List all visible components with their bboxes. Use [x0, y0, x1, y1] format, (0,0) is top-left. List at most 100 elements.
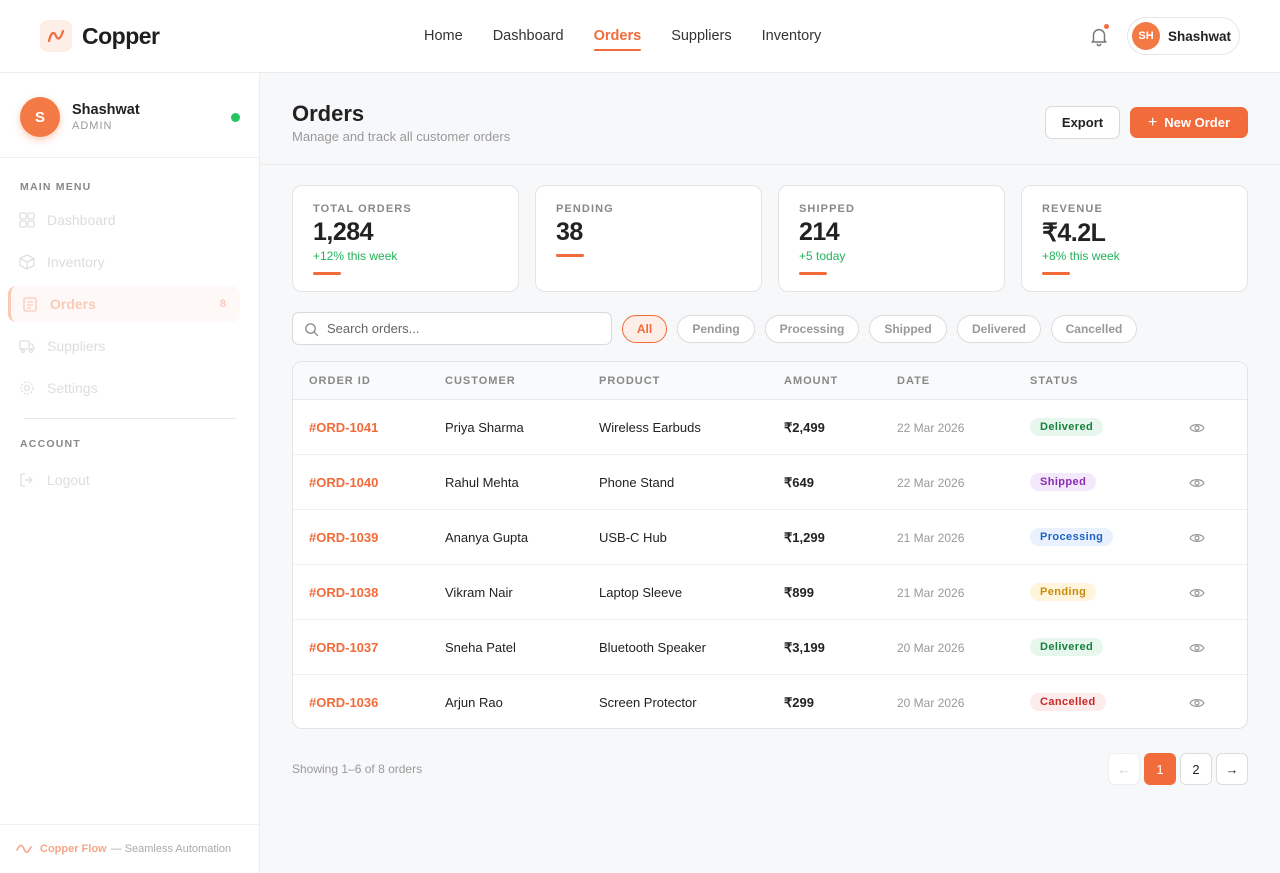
stat-total-orders: TOTAL ORDERS 1,284 +12% this week — [292, 185, 519, 292]
clipboard-icon — [23, 297, 37, 312]
sidebar: S Shashwat ADMIN MAIN MENU Dashboard Inv… — [0, 73, 260, 873]
customer-name: Rahul Mehta — [445, 475, 519, 490]
sidebar-item-inventory[interactable]: Inventory — [8, 244, 240, 280]
view-order-eye-icon[interactable] — [1189, 475, 1205, 491]
stat-value: 38 — [556, 218, 583, 246]
new-order-button[interactable]: + New Order — [1130, 107, 1248, 138]
table-row[interactable]: #ORD-1040 Rahul Mehta Phone Stand ₹649 22 Ma… — [293, 455, 1247, 510]
view-order-eye-icon[interactable] — [1189, 695, 1205, 711]
table-row[interactable]: #ORD-1038 Vikram Nair Laptop Sleeve ₹899 21 … — [293, 565, 1247, 620]
order-id[interactable]: #ORD-1041 — [309, 420, 379, 435]
stat-change: +12% this week — [313, 249, 398, 263]
filter-all[interactable]: All — [622, 315, 667, 343]
product-name: Screen Protector — [599, 695, 697, 710]
page-2-button[interactable]: 2 — [1180, 753, 1212, 785]
profile-role: ADMIN — [72, 120, 113, 132]
top-bar: Copper Home Dashboard Orders Suppliers I… — [0, 0, 1280, 73]
order-amount: ₹2,499 — [784, 420, 825, 435]
col-amount: AMOUNT — [784, 375, 839, 387]
copper-logo-icon — [40, 20, 72, 52]
orders-count-badge: 8 — [219, 298, 226, 310]
filter-processing[interactable]: Processing — [765, 315, 859, 343]
sidebar-item-orders[interactable]: Orders 8 — [8, 286, 240, 322]
order-id[interactable]: #ORD-1038 — [309, 585, 379, 600]
status-badge: Delivered — [1030, 638, 1104, 656]
status-badge: Shipped — [1030, 473, 1097, 491]
profile-avatar: S — [20, 97, 60, 137]
view-order-eye-icon[interactable] — [1189, 585, 1205, 601]
table-row[interactable]: #ORD-1039 Ananya Gupta USB-C Hub ₹1,299 21 M… — [293, 510, 1247, 565]
sidebar-item-logout[interactable]: Logout — [8, 462, 240, 498]
stat-label: REVENUE — [1042, 203, 1103, 215]
grid-icon — [19, 212, 35, 228]
product-name: USB-C Hub — [599, 530, 667, 545]
page-header: Orders Manage and track all customer ord… — [260, 73, 1280, 165]
sidebar-item-dashboard[interactable]: Dashboard — [8, 202, 240, 238]
main-nav: Home Dashboard Orders Suppliers Inventor… — [409, 0, 836, 73]
status-badge: Pending — [1030, 583, 1097, 601]
logout-icon — [20, 473, 33, 487]
order-id[interactable]: #ORD-1039 — [309, 530, 379, 545]
sidebar-profile: S Shashwat ADMIN — [0, 73, 259, 158]
order-amount: ₹3,199 — [784, 640, 825, 655]
order-date: 21 Mar 2026 — [897, 586, 965, 600]
status-badge: Processing — [1030, 528, 1114, 546]
search-input[interactable] — [327, 313, 607, 344]
view-order-eye-icon[interactable] — [1189, 530, 1205, 546]
nav-suppliers[interactable]: Suppliers — [671, 28, 732, 44]
gear-icon — [20, 381, 34, 395]
nav-orders[interactable]: Orders — [593, 0, 641, 73]
online-status-dot — [231, 113, 240, 122]
profile-name: Shashwat — [72, 102, 140, 118]
stat-value: 1,284 — [313, 218, 374, 246]
order-id[interactable]: #ORD-1036 — [309, 695, 379, 710]
notification-dot — [1103, 23, 1110, 30]
product-name: Bluetooth Speaker — [599, 640, 706, 655]
prev-page-button[interactable]: ← — [1108, 753, 1140, 785]
footer-tagline: — Seamless Automation — [110, 843, 232, 855]
nav-dashboard[interactable]: Dashboard — [492, 28, 564, 44]
filter-pending[interactable]: Pending — [677, 315, 755, 343]
order-id[interactable]: #ORD-1037 — [309, 640, 379, 655]
table-row[interactable]: #ORD-1041 Priya Sharma Wireless Earbuds ₹2,… — [293, 400, 1247, 455]
notification-bell-icon[interactable] — [1088, 23, 1110, 47]
search-box — [292, 312, 612, 345]
customer-name: Arjun Rao — [445, 695, 503, 710]
table-row[interactable]: #ORD-1037 Sneha Patel Bluetooth Speaker ₹3,… — [293, 620, 1247, 675]
stat-label: TOTAL ORDERS — [313, 203, 412, 215]
view-order-eye-icon[interactable] — [1189, 640, 1205, 656]
order-id[interactable]: #ORD-1040 — [309, 475, 379, 490]
customer-name: Sneha Patel — [445, 640, 516, 655]
order-amount: ₹299 — [784, 695, 814, 710]
next-page-button[interactable]: → — [1216, 753, 1248, 785]
export-button[interactable]: Export — [1045, 106, 1120, 139]
table-row[interactable]: #ORD-1036 Arjun Rao Screen Protector ₹299 20… — [293, 675, 1247, 728]
order-date: 20 Mar 2026 — [897, 696, 965, 710]
customer-name: Vikram Nair — [445, 585, 513, 600]
customer-name: Ananya Gupta — [445, 530, 529, 545]
filter-delivered[interactable]: Delivered — [957, 315, 1041, 343]
col-order-id: ORDER ID — [309, 375, 371, 387]
customer-name: Priya Sharma — [445, 420, 524, 435]
col-date: DATE — [897, 375, 931, 387]
sidebar-item-label: Orders — [50, 296, 96, 312]
user-menu[interactable]: SH Shashwat — [1127, 17, 1240, 55]
order-date: 21 Mar 2026 — [897, 531, 965, 545]
main-menu-heading: MAIN MENU — [20, 181, 92, 193]
logo[interactable]: Copper — [40, 20, 160, 52]
filter-shipped[interactable]: Shipped — [869, 315, 947, 343]
view-order-eye-icon[interactable] — [1189, 420, 1205, 436]
plus-icon: + — [1147, 113, 1158, 131]
table-header: ORDER ID CUSTOMER PRODUCT AMOUNT DATE ST… — [293, 362, 1247, 400]
sidebar-footer: Copper Flow — Seamless Automation — [0, 824, 259, 873]
nav-home[interactable]: Home — [424, 28, 463, 44]
sidebar-item-suppliers[interactable]: Suppliers — [8, 328, 240, 364]
pagination-summary: Showing 1–6 of 8 orders — [292, 762, 423, 776]
box-icon — [19, 254, 35, 270]
order-amount: ₹649 — [784, 475, 814, 490]
filter-cancelled[interactable]: Cancelled — [1051, 315, 1137, 343]
nav-inventory[interactable]: Inventory — [761, 28, 822, 44]
page-1-button[interactable]: 1 — [1144, 753, 1176, 785]
product-name: Laptop Sleeve — [599, 585, 683, 600]
sidebar-item-settings[interactable]: Settings — [8, 370, 240, 406]
